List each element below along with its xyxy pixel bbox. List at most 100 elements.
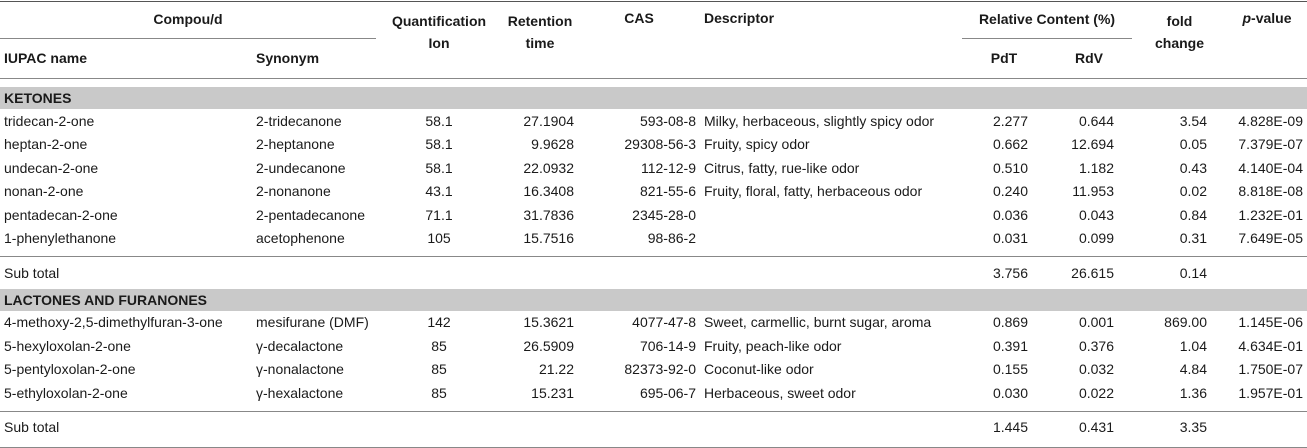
- header-pvalue-rest: -value: [1251, 10, 1292, 26]
- table-row: tridecan-2-one 2-tridecanone 58.1 27.190…: [0, 109, 1307, 133]
- cell-synonym: 2-undecanone: [256, 159, 346, 176]
- cell-fold: 4.84: [1179, 361, 1207, 378]
- cell-pvalue: 1.232E-01: [1238, 206, 1303, 223]
- cell-rdv: 0.022: [1078, 384, 1114, 401]
- cell-rdv: 0.376: [1078, 337, 1114, 354]
- cell-iupac: nonan-2-one: [4, 183, 84, 200]
- cell-rt: 31.7836: [523, 206, 574, 223]
- cell-cas: 4077-47-8: [632, 314, 696, 331]
- table-row: 5-hexyloxolan-2-one γ-decalactone 85 26.…: [0, 334, 1307, 358]
- section-header-lactones: LACTONES AND FURANONES: [0, 288, 1307, 311]
- subtotal-rdv: 26.615: [1071, 264, 1114, 281]
- subtotal-label: Sub total: [4, 419, 60, 436]
- cell-ion: 71.1: [425, 206, 453, 223]
- header-synonym: Synonym: [256, 50, 320, 66]
- cell-ion: 58.1: [425, 136, 453, 153]
- cell-descriptor: Citrus, fatty, rue-like odor: [704, 159, 860, 176]
- header-iupac: IUPAC name: [4, 50, 87, 66]
- cell-fold: 3.54: [1179, 112, 1207, 129]
- section-title: KETONES: [0, 87, 1307, 109]
- subtotal-pdt: 1.445: [992, 419, 1028, 436]
- cell-fold: 869.00: [1164, 314, 1207, 331]
- cell-iupac: 5-hexyloxolan-2-one: [4, 337, 131, 354]
- header-pvalue-p: p: [1242, 10, 1252, 26]
- section-header-ketones: KETONES: [0, 87, 1307, 109]
- cell-descriptor: [700, 203, 962, 227]
- cell-cas: 82373-92-0: [624, 361, 696, 378]
- table-row: 5-ethyloxolan-2-one γ-hexalactone 85 15.…: [0, 381, 1307, 405]
- cell-fold: 0.43: [1179, 159, 1207, 176]
- cell-rdv: 0.001: [1078, 314, 1114, 331]
- cell-fold: 1.36: [1179, 384, 1207, 401]
- cell-cas: 112-12-9: [640, 159, 696, 176]
- cell-pdt: 0.036: [992, 206, 1028, 223]
- cell-ion: 85: [431, 361, 447, 378]
- table-row: 1-phenylethanone acetophenone 105 15.751…: [0, 227, 1307, 251]
- cell-synonym: γ-nonalactone: [256, 361, 344, 378]
- table-row: 4-methoxy-2,5-dimethylfuran-3-one mesifu…: [0, 311, 1307, 335]
- cell-pdt: 0.510: [992, 159, 1028, 176]
- cell-synonym: 2-tridecanone: [256, 112, 342, 129]
- table-row: heptan-2-one 2-heptanone 58.1 9.9628 293…: [0, 133, 1307, 157]
- cell-pvalue: 4.634E-01: [1238, 337, 1303, 354]
- table-row: undecan-2-one 2-undecanone 58.1 22.0932 …: [0, 156, 1307, 180]
- cell-rt: 27.1904: [523, 112, 574, 129]
- cell-cas: 593-08-8: [639, 112, 696, 129]
- cell-pdt: 2.277: [992, 112, 1028, 129]
- cell-fold: 0.84: [1179, 206, 1207, 223]
- cell-rt: 22.0932: [523, 159, 574, 176]
- cell-pdt: 0.662: [992, 136, 1028, 153]
- header-fold-line1: fold: [1166, 13, 1193, 29]
- cell-iupac: 1-phenylethanone: [4, 230, 117, 247]
- cell-ion: 58.1: [425, 159, 453, 176]
- cell-pdt: 0.240: [992, 183, 1028, 200]
- subtotal-fold: 0.14: [1179, 264, 1207, 281]
- cell-rt: 21.22: [538, 361, 574, 378]
- header-cas: CAS: [624, 10, 654, 26]
- subtotal-rdv: 0.431: [1078, 419, 1114, 436]
- header-quant-ion: Quantification Ion: [376, 0, 502, 77]
- cell-descriptor: Milky, herbaceous, slightly spicy odor: [704, 112, 935, 129]
- cell-cas: 29308-56-3: [624, 136, 696, 153]
- subtotal-row: Sub total 1.445 0.431 3.35: [0, 411, 1307, 443]
- cell-pvalue: 1.145E-06: [1238, 314, 1303, 331]
- cell-ion: 43.1: [425, 183, 453, 200]
- cell-synonym: 2-pentadecanone: [256, 206, 365, 223]
- cell-rt: 16.3408: [523, 183, 574, 200]
- cell-ion: 105: [427, 230, 451, 247]
- header-pvalue: p-value: [1227, 0, 1307, 77]
- cell-iupac: undecan-2-one: [4, 159, 99, 176]
- cell-descriptor: Herbaceous, sweet odor: [704, 384, 856, 401]
- cell-fold: 0.31: [1179, 230, 1207, 247]
- cell-fold: 0.02: [1179, 183, 1207, 200]
- subtotal-pdt: 3.756: [992, 264, 1028, 281]
- cell-pvalue: 8.818E-08: [1238, 183, 1303, 200]
- header-rdv: RdV: [1075, 50, 1103, 66]
- cell-rdv: 0.043: [1078, 206, 1114, 223]
- cell-pvalue: 1.957E-01: [1238, 384, 1303, 401]
- table-row: pentadecan-2-one 2-pentadecanone 71.1 31…: [0, 203, 1307, 227]
- cell-rdv: 0.644: [1078, 112, 1114, 129]
- cell-pdt: 0.391: [992, 337, 1028, 354]
- cell-cas: 695-06-7: [639, 384, 696, 401]
- cell-cas: 98-86-2: [647, 230, 696, 247]
- cell-pdt: 0.031: [992, 230, 1028, 247]
- cell-rdv: 11.953: [1072, 183, 1114, 200]
- header-compound: Compou/d: [0, 0, 376, 39]
- subtotal-row: Sub total 3.756 26.615 0.14: [0, 257, 1307, 289]
- header-retention-line2: time: [525, 35, 555, 51]
- cell-rdv: 0.032: [1078, 361, 1114, 378]
- subtotal-fold: 3.35: [1179, 419, 1207, 436]
- cell-synonym: mesifurane (DMF): [256, 314, 369, 331]
- header-retention-line1: Retention: [507, 13, 573, 29]
- cell-pvalue: 7.649E-05: [1238, 230, 1303, 247]
- cell-rdv: 12.694: [1071, 136, 1114, 153]
- cell-pvalue: 1.750E-07: [1238, 361, 1303, 378]
- cell-rt: 15.3621: [523, 314, 574, 331]
- header-fold-line2: change: [1154, 35, 1204, 51]
- cell-cas: 2345-28-0: [632, 206, 696, 223]
- cell-rdv: 1.182: [1078, 159, 1114, 176]
- subtotal-label: Sub total: [4, 264, 60, 281]
